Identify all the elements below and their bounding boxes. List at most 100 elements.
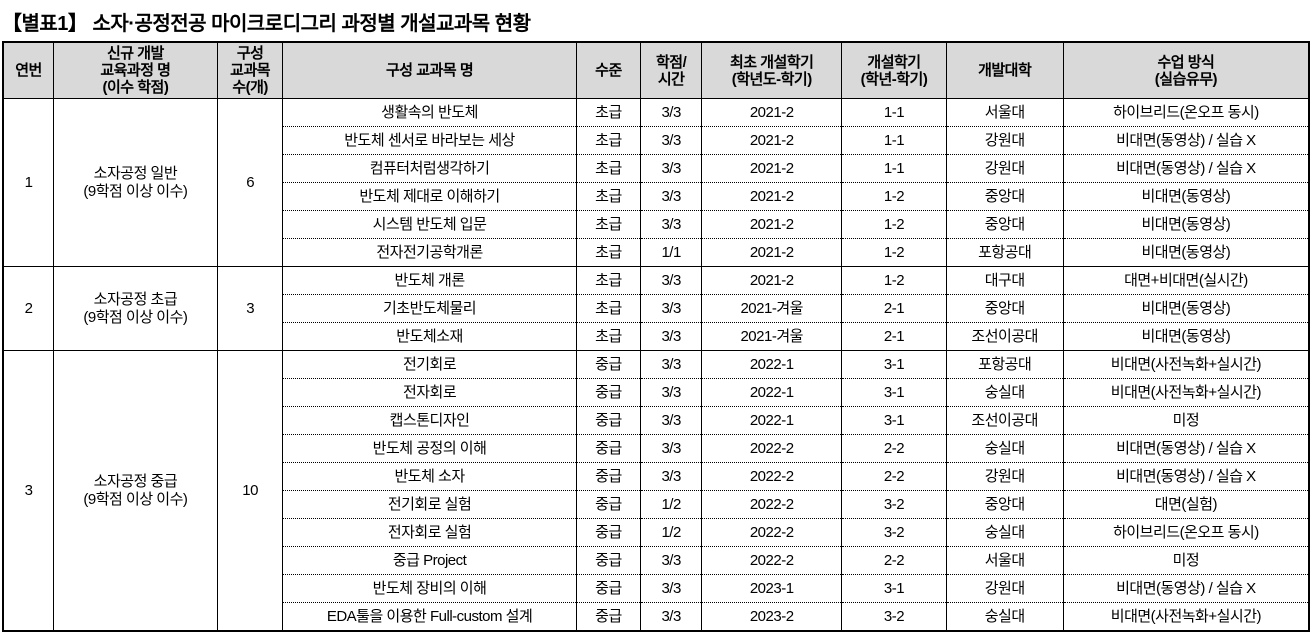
course-row: 반도체소재 초급 3/3 2021-겨울 2-1 조선이공대 비대면(동영상) xyxy=(3,322,1310,351)
course-semester-cell: 1-2 xyxy=(841,210,947,239)
course-row: 2 소자공정 초급 (9학점 이상 이수) 3 반도체 개론 초급 3/3 20… xyxy=(2,266,1310,351)
course-university-cell: 중앙대 xyxy=(945,182,1064,211)
course-name-cell: 전자전기공학개론 xyxy=(282,238,577,267)
course-first-semester-cell: 2023-2 xyxy=(700,602,843,631)
col-header-no: 연번 xyxy=(2,42,55,99)
col-header-course-count: 구성 교과목 수(개) xyxy=(216,42,284,99)
course-method-cell: 하이브리드(온오프 동시) xyxy=(1062,98,1310,127)
course-level-cell: 중급 xyxy=(575,350,642,379)
course-row: 3 소자공정 중급 (9학점 이상 이수) 10 전기회로 중급 3/3 202… xyxy=(2,350,1310,631)
course-credits-cell: 1/2 xyxy=(640,518,702,547)
course-credits-cell: 3/3 xyxy=(640,378,702,407)
course-row: 1 소자공정 일반 (9학점 이상 이수) 6 생활속의 반도체 초급 3/3 … xyxy=(2,98,1310,267)
course-university-cell: 조선이공대 xyxy=(945,406,1064,435)
col-header-course-name: 구성 교과목 명 xyxy=(282,42,577,99)
course-row: 반도체 공정의 이해 중급 3/3 2022-2 2-2 숭실대 비대면(동영상… xyxy=(3,434,1310,463)
course-first-semester-cell: 2021-2 xyxy=(700,126,843,155)
course-name-cell: 반도체 소자 xyxy=(282,462,577,491)
course-level-cell: 중급 xyxy=(575,518,642,547)
course-first-semester-cell: 2021-2 xyxy=(700,238,843,267)
course-level-cell: 초급 xyxy=(575,294,642,323)
group-count-cell: 3 xyxy=(216,266,284,351)
course-name-cell: 반도체 개론 xyxy=(282,266,577,295)
course-semester-cell: 2-2 xyxy=(841,434,947,463)
course-credits-cell: 3/3 xyxy=(640,322,702,351)
course-semester-cell: 3-1 xyxy=(841,378,947,407)
course-semester-cell: 3-2 xyxy=(841,490,947,519)
course-name-cell: 전자회로 실험 xyxy=(282,518,577,547)
course-university-cell: 숭실대 xyxy=(945,602,1064,631)
course-university-cell: 대구대 xyxy=(945,266,1064,295)
course-credits-cell: 1/2 xyxy=(640,490,702,519)
course-row: 기초반도체물리 초급 3/3 2021-겨울 2-1 중앙대 비대면(동영상) xyxy=(3,294,1310,323)
course-method-cell: 비대면(동영상) xyxy=(1062,238,1310,267)
course-name-cell: 반도체 장비의 이해 xyxy=(282,574,577,603)
course-credits-cell: 3/3 xyxy=(640,434,702,463)
course-credits-cell: 3/3 xyxy=(640,546,702,575)
course-first-semester-cell: 2021-2 xyxy=(700,154,843,183)
course-method-cell: 대면+비대면(실시간) xyxy=(1062,266,1310,295)
course-first-semester-cell: 2021-2 xyxy=(700,182,843,211)
table-header-row: 연번 신규 개발 교육과정 명 (이수 학점) 구성 교과목 수(개) 구성 교… xyxy=(2,42,1310,99)
course-level-cell: 중급 xyxy=(575,490,642,519)
course-semester-cell: 1-1 xyxy=(841,154,947,183)
course-university-cell: 중앙대 xyxy=(945,490,1064,519)
course-university-cell: 강원대 xyxy=(945,154,1064,183)
course-credits-cell: 3/3 xyxy=(640,602,702,631)
course-name-cell: 컴퓨터처럼생각하기 xyxy=(282,154,577,183)
course-semester-cell: 2-1 xyxy=(841,294,947,323)
group-no-cell: 2 xyxy=(2,266,55,351)
course-university-cell: 숭실대 xyxy=(945,378,1064,407)
course-name-cell: 반도체 제대로 이해하기 xyxy=(282,182,577,211)
course-credits-cell: 3/3 xyxy=(640,126,702,155)
course-level-cell: 중급 xyxy=(575,602,642,631)
group-count-cell: 10 xyxy=(216,350,284,631)
group-program-cell: 소자공정 일반 (9학점 이상 이수) xyxy=(53,98,218,267)
course-row: 중급 Project 중급 3/3 2022-2 2-2 서울대 미정 xyxy=(3,546,1310,575)
course-level-cell: 중급 xyxy=(575,378,642,407)
course-credits-cell: 3/3 xyxy=(640,350,702,379)
course-level-cell: 초급 xyxy=(575,182,642,211)
course-level-cell: 초급 xyxy=(575,98,642,127)
course-name-cell: 반도체 공정의 이해 xyxy=(282,434,577,463)
course-method-cell: 비대면(동영상) xyxy=(1062,294,1310,323)
course-credits-cell: 3/3 xyxy=(640,266,702,295)
course-semester-cell: 2-1 xyxy=(841,322,947,351)
course-first-semester-cell: 2022-2 xyxy=(700,462,843,491)
course-name-cell: EDA툴을 이용한 Full-custom 설계 xyxy=(282,602,577,631)
course-semester-cell: 1-2 xyxy=(841,238,947,267)
course-name-cell: 생활속의 반도체 xyxy=(282,98,577,127)
course-name-cell: 시스템 반도체 입문 xyxy=(282,210,577,239)
course-university-cell: 숭실대 xyxy=(945,518,1064,547)
course-first-semester-cell: 2022-1 xyxy=(700,378,843,407)
course-semester-cell: 2-2 xyxy=(841,546,947,575)
course-university-cell: 숭실대 xyxy=(945,434,1064,463)
course-university-cell: 조선이공대 xyxy=(945,322,1064,351)
course-semester-cell: 2-2 xyxy=(841,462,947,491)
course-method-cell: 비대면(사전녹화+실시간) xyxy=(1062,350,1310,379)
page-title: 【별표1】 소자·공정전공 마이크로디그리 과정별 개설교과목 현황 xyxy=(2,13,531,35)
course-first-semester-cell: 2021-겨울 xyxy=(700,294,843,323)
course-name-cell: 캡스톤디자인 xyxy=(282,406,577,435)
course-row: 반도체 제대로 이해하기 초급 3/3 2021-2 1-2 중앙대 비대면(동… xyxy=(3,182,1310,211)
col-header-level: 수준 xyxy=(575,42,642,99)
course-row: EDA툴을 이용한 Full-custom 설계 중급 3/3 2023-2 3… xyxy=(3,602,1310,631)
course-credits-cell: 3/3 xyxy=(640,154,702,183)
course-method-cell: 비대면(동영상) / 실습 X xyxy=(1062,126,1310,155)
course-first-semester-cell: 2021-2 xyxy=(700,266,843,295)
course-semester-cell: 3-2 xyxy=(841,518,947,547)
col-header-semester: 개설학기 (학년-학기) xyxy=(841,42,947,99)
course-credits-cell: 3/3 xyxy=(640,98,702,127)
course-university-cell: 서울대 xyxy=(945,546,1064,575)
course-name-cell: 전자회로 xyxy=(282,378,577,407)
course-name-cell: 반도체소재 xyxy=(282,322,577,351)
course-row: 컴퓨터처럼생각하기 초급 3/3 2021-2 1-1 강원대 비대면(동영상)… xyxy=(3,154,1310,183)
course-row: 반도체 센서로 바라보는 세상 초급 3/3 2021-2 1-1 강원대 비대… xyxy=(3,126,1310,155)
group-no-cell: 1 xyxy=(2,98,55,267)
course-method-cell: 비대면(동영상) xyxy=(1062,322,1310,351)
course-method-cell: 비대면(동영상) xyxy=(1062,210,1310,239)
course-level-cell: 중급 xyxy=(575,462,642,491)
course-level-cell: 초급 xyxy=(575,210,642,239)
course-semester-cell: 1-2 xyxy=(841,266,947,295)
course-name-cell: 기초반도체물리 xyxy=(282,294,577,323)
